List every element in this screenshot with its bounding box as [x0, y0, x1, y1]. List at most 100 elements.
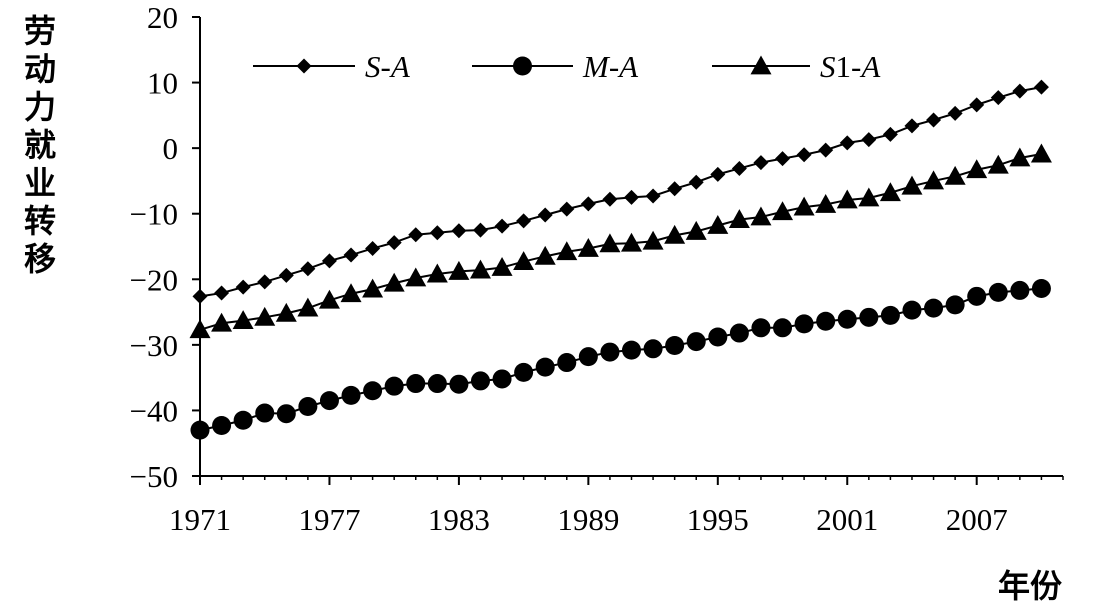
data-point-s-a	[214, 285, 230, 301]
legend-marker	[296, 58, 312, 74]
data-point-m-a	[384, 376, 404, 396]
data-point-s-a	[235, 279, 251, 295]
data-point-m-a	[880, 305, 900, 325]
data-point-m-a	[708, 327, 728, 347]
data-point-s1-a	[383, 272, 405, 292]
legend-item-s-a: S-A	[253, 49, 411, 84]
y-axis-title-char: 就	[24, 126, 56, 164]
data-point-s1-a	[987, 154, 1009, 174]
data-point-s-a	[559, 201, 575, 217]
data-point-s-a	[947, 105, 963, 121]
data-point-s-a	[1033, 79, 1049, 95]
data-point-s-a	[667, 181, 683, 197]
x-tick-label: 1971	[169, 502, 231, 537]
data-point-m-a	[924, 298, 944, 318]
data-point-m-a	[665, 336, 685, 356]
data-point-m-a	[492, 369, 512, 389]
data-point-s-a	[882, 126, 898, 142]
series-s1-a	[189, 143, 1052, 339]
data-point-m-a	[514, 362, 534, 382]
data-point-s-a	[731, 160, 747, 176]
data-point-s-a	[321, 253, 337, 269]
data-point-s1-a	[534, 245, 556, 265]
data-point-s1-a	[513, 251, 535, 270]
data-point-m-a	[212, 416, 232, 436]
data-point-s-a	[278, 267, 294, 283]
legend-label: S-A	[365, 49, 411, 84]
data-point-m-a	[686, 332, 706, 352]
x-tick-label: 1977	[298, 502, 360, 537]
x-tick-label: 2001	[816, 502, 878, 537]
data-point-m-a	[1031, 278, 1051, 298]
chart-series	[189, 79, 1052, 440]
data-point-s1-a	[577, 237, 599, 257]
data-point-s-a	[990, 90, 1006, 106]
series-line-s1-a	[199, 153, 1042, 331]
data-point-m-a	[1010, 280, 1030, 300]
x-tick-label: 1983	[428, 502, 490, 537]
chart-legend: S-A M-A S1-A	[253, 49, 881, 84]
data-point-s1-a	[426, 263, 448, 283]
data-point-s-a	[602, 191, 618, 207]
data-point-s1-a	[232, 310, 254, 329]
data-point-s-a	[753, 155, 769, 171]
data-point-s1-a	[254, 306, 276, 326]
data-point-s-a	[343, 247, 359, 263]
data-point-s-a	[710, 166, 726, 182]
data-point-s-a	[451, 223, 467, 239]
data-point-s1-a	[707, 215, 729, 234]
data-point-s-a	[861, 132, 877, 148]
y-tick-label: 20	[147, 0, 178, 35]
x-tick-label: 2007	[946, 502, 1008, 537]
data-point-s1-a	[275, 302, 297, 322]
y-axis-title-char: 动	[24, 50, 56, 88]
data-point-s-a	[365, 240, 381, 256]
y-axis-title-char: 劳	[24, 12, 56, 50]
data-point-m-a	[600, 342, 620, 362]
series-m-a	[190, 278, 1051, 440]
data-point-m-a	[643, 339, 663, 359]
x-tick-label: 1989	[557, 502, 619, 537]
legend-label: M-A	[582, 49, 639, 84]
data-point-s1-a	[966, 159, 988, 179]
data-point-s1-a	[685, 220, 707, 240]
data-point-s-a	[257, 274, 273, 290]
data-point-s1-a	[793, 196, 815, 216]
y-axis-title-char: 业	[24, 164, 56, 202]
data-point-s1-a	[858, 187, 880, 207]
data-point-s1-a	[642, 230, 664, 250]
legend-item-m-a: M-A	[472, 49, 639, 84]
data-point-s-a	[192, 288, 208, 304]
y-tick-label: −20	[130, 262, 178, 297]
data-point-s-a	[472, 222, 488, 238]
data-point-s-a	[429, 225, 445, 241]
data-point-m-a	[255, 403, 275, 423]
data-point-m-a	[816, 311, 836, 331]
x-tick-label: 1995	[687, 502, 749, 537]
data-point-s1-a	[297, 297, 319, 317]
y-tick-label: 0	[163, 131, 179, 166]
y-tick-label: −40	[130, 393, 178, 428]
data-point-s-a	[688, 174, 704, 190]
data-point-s1-a	[405, 267, 427, 287]
data-point-s1-a	[189, 319, 211, 339]
legend-item-s1-a: S1-A	[712, 49, 881, 84]
data-point-m-a	[622, 340, 641, 360]
data-point-s1-a	[879, 182, 901, 202]
data-point-m-a	[967, 286, 987, 306]
data-point-m-a	[729, 323, 749, 343]
data-point-s1-a	[772, 201, 794, 221]
data-point-s-a	[494, 218, 510, 234]
data-point-m-a	[988, 282, 1008, 302]
data-point-s1-a	[621, 232, 642, 252]
data-point-m-a	[341, 385, 361, 405]
legend-marker	[750, 55, 772, 75]
data-point-s-a	[775, 151, 791, 167]
data-point-s1-a	[1009, 147, 1031, 167]
data-point-m-a	[319, 391, 339, 411]
data-point-s-a	[818, 142, 834, 158]
data-point-s1-a	[599, 233, 621, 253]
data-point-s1-a	[1030, 143, 1052, 163]
data-point-m-a	[557, 353, 577, 373]
